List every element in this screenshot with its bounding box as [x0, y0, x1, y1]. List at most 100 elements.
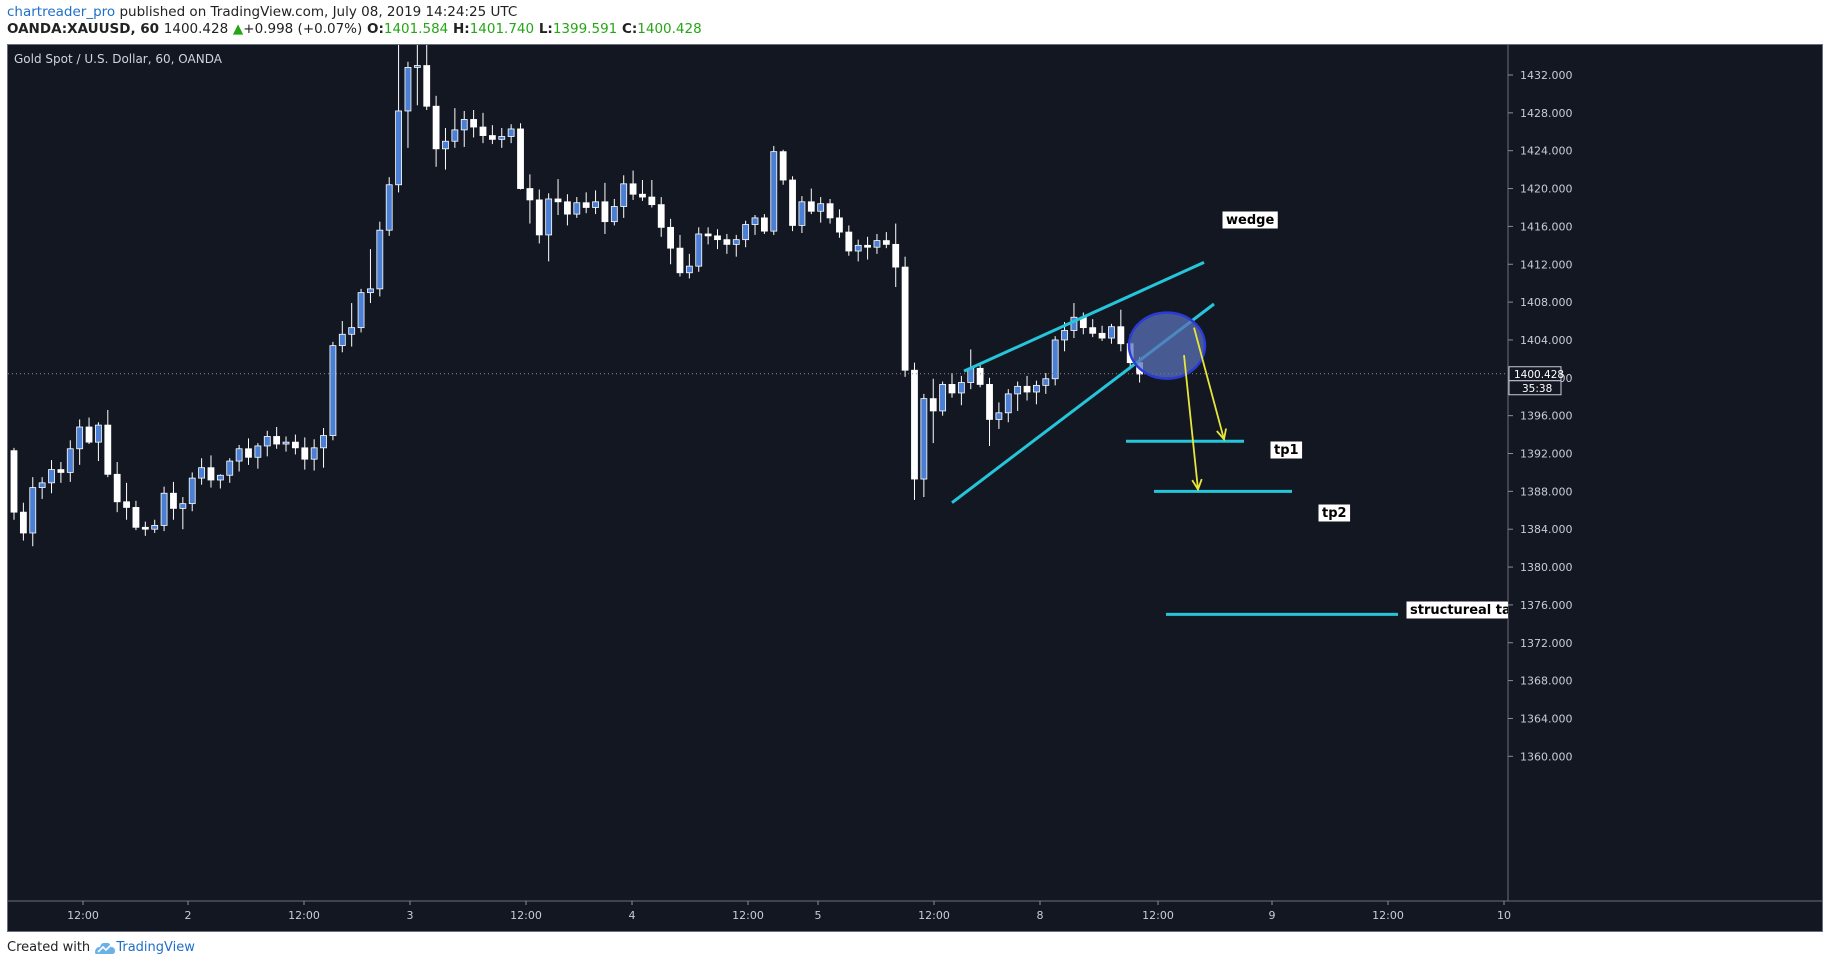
candle-up	[1108, 326, 1115, 339]
y-tick-label: 1388.000	[1520, 485, 1573, 498]
change-value: +0.998 (+0.07%)	[243, 21, 363, 37]
candle-up	[329, 345, 337, 436]
candle-up	[573, 202, 581, 215]
publication-info: chartreader_pro published on TradingView…	[7, 4, 517, 20]
candle-up	[920, 398, 928, 480]
y-tick-label: 1376.000	[1520, 599, 1573, 612]
candle-down	[723, 239, 731, 245]
structural-target-label[interactable]: structureal target	[1405, 600, 1546, 620]
tradingview-link[interactable]: TradingView	[116, 940, 195, 955]
candle-up	[939, 384, 947, 412]
candle-up	[235, 448, 243, 462]
author-link[interactable]: chartreader_pro	[7, 4, 116, 20]
candle-up	[160, 492, 168, 526]
candle-down	[948, 384, 956, 394]
x-tick-label: 12:00	[288, 909, 320, 922]
candle-up	[198, 467, 206, 479]
candle-down	[104, 424, 112, 475]
y-tick-label: 1432.000	[1520, 69, 1573, 82]
x-tick-label: 9	[1269, 909, 1276, 922]
tp1-arrow[interactable]	[1193, 327, 1225, 440]
candle-down	[123, 501, 130, 508]
y-tick-label: 1408.000	[1520, 296, 1573, 309]
y-tick-label: 1420.000	[1520, 183, 1573, 196]
candle-down	[564, 201, 571, 215]
chart-area[interactable]: 1432.000 1428.000 1424.000 1420.000 1416.000…	[7, 44, 1823, 932]
candle-down	[535, 199, 543, 236]
candle-up	[1014, 385, 1022, 395]
candle-up	[254, 445, 262, 458]
candle-down	[132, 507, 140, 528]
candle-up	[751, 217, 759, 225]
tp1-label[interactable]: tp1	[1269, 440, 1304, 460]
candle-up	[498, 136, 506, 140]
chart-title: Gold Spot / U.S. Dollar, 60, OANDA	[14, 52, 223, 66]
candle-up	[817, 203, 825, 212]
x-tick-label: 12:00	[1142, 909, 1174, 922]
candle-up	[263, 436, 271, 447]
wedge-upper-trendline[interactable]	[963, 260, 1205, 373]
candle-up	[732, 239, 740, 245]
close-value: 1400.428	[637, 21, 702, 37]
x-tick-label: 12:00	[67, 909, 99, 922]
candle-down	[986, 384, 993, 420]
candle-down	[85, 426, 93, 443]
candle-down	[291, 441, 299, 449]
candle-up	[48, 469, 55, 484]
candle-down	[826, 203, 834, 219]
tp2-label-text: tp2	[1322, 506, 1347, 521]
candle-up	[742, 224, 750, 241]
price-chart[interactable]: 1432.000 1428.000 1424.000 1420.000 1416.000…	[8, 45, 1823, 932]
candle-down	[1023, 385, 1031, 393]
candle-down	[976, 367, 984, 385]
candle-down	[836, 217, 843, 233]
candle-down	[141, 526, 149, 530]
created-with-label: Created with	[7, 940, 91, 955]
y-tick-label: 1372.000	[1520, 637, 1573, 650]
candle-down	[901, 266, 909, 371]
candle-down	[526, 188, 534, 201]
published-text: published on TradingView.com, July 08, 2…	[119, 4, 518, 20]
candle-down	[667, 226, 674, 249]
candle-up	[338, 333, 346, 347]
candle-down	[423, 65, 431, 107]
candle-down	[301, 447, 309, 460]
open-label: O:	[366, 21, 384, 37]
breakdown-circle[interactable]	[1127, 311, 1207, 380]
x-tick-label: 12:00	[732, 909, 764, 922]
countdown-label: 35:38	[1522, 383, 1552, 395]
tp2-label[interactable]: tp2	[1317, 503, 1352, 523]
candle-up	[95, 424, 102, 443]
high-label: H:	[452, 21, 470, 37]
candle-up	[357, 292, 365, 329]
symbol-label: OANDA:XAUUSD, 60	[7, 21, 160, 37]
candle-down	[582, 202, 590, 208]
candle-up	[76, 426, 84, 450]
x-tick-label: 10	[1497, 909, 1511, 922]
symbol-ohlc-line: OANDA:XAUUSD, 60 1400.428 ▲+0.998 (+0.07…	[7, 21, 702, 37]
wedge-label-box	[1221, 210, 1279, 230]
tp1-arrow-head	[1216, 428, 1227, 442]
wedge-label[interactable]: wedge	[1221, 210, 1279, 230]
tp1-label-box	[1269, 440, 1304, 460]
candle-up	[873, 240, 881, 248]
candle-down	[19, 511, 27, 534]
y-tick-label: 1416.000	[1520, 220, 1573, 233]
candle-down	[789, 179, 796, 226]
x-tick-label: 12:00	[510, 909, 542, 922]
candle-up	[442, 140, 449, 150]
candle-down	[601, 201, 609, 223]
structural-target-label-box	[1405, 600, 1508, 620]
y-tick-label: 1380.000	[1520, 561, 1573, 574]
y-tick-label: 1368.000	[1520, 675, 1573, 688]
candle-down	[1089, 327, 1097, 334]
candle-up	[348, 327, 356, 335]
candle-up	[320, 435, 327, 449]
candle-down	[911, 369, 918, 480]
candle-up	[957, 382, 965, 394]
candle-down	[779, 151, 787, 181]
current-price-label: 1400.428	[1514, 369, 1564, 381]
candle-down	[207, 467, 215, 481]
tp2-arrow[interactable]	[1183, 354, 1199, 490]
candle-down	[432, 105, 440, 150]
